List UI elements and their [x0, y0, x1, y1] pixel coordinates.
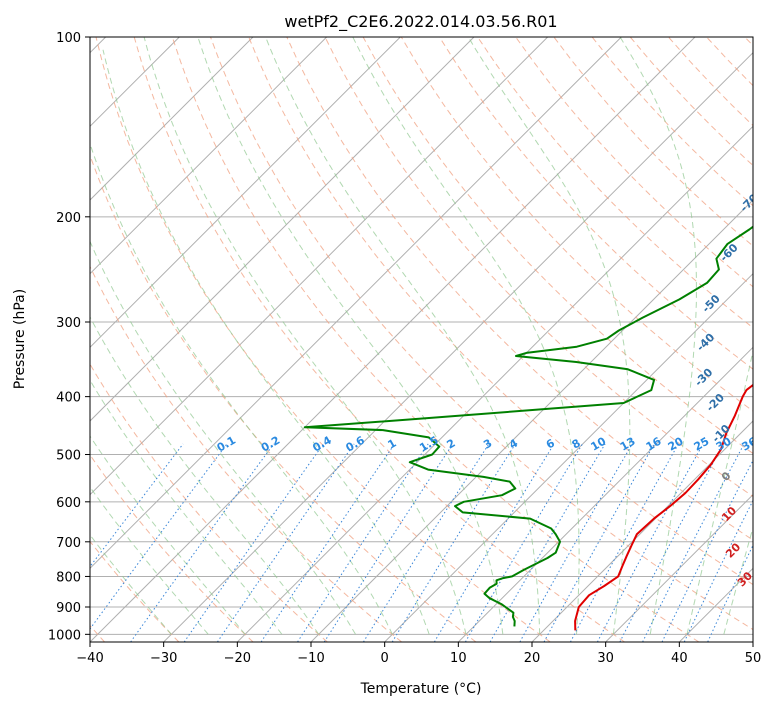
- moist-adiabat-line: [197, 37, 504, 635]
- x-tick-label: −40: [76, 651, 103, 666]
- x-tick-label: −10: [297, 651, 324, 666]
- dry-adiabat-line: [400, 37, 753, 412]
- moist-adiabat-line: [90, 142, 393, 635]
- moist-adiabat-line: [686, 348, 753, 635]
- mixing-ratio-line: [464, 443, 583, 642]
- background-lines: [90, 37, 753, 642]
- y-tick-label: 600: [56, 496, 81, 511]
- moist-adiabat-line: [90, 315, 320, 635]
- dry-adiabat-line: [362, 37, 753, 455]
- isotherm-line: [605, 493, 753, 642]
- mixing-ratio-line: [596, 443, 704, 642]
- moist-adiabat-line: [90, 435, 246, 635]
- moist-adiabat-line: [102, 49, 430, 635]
- x-tick-label: −30: [150, 651, 177, 666]
- mixing-ratio-line: [707, 544, 753, 642]
- moist-adiabat-line: [723, 525, 753, 635]
- mixing-ratio-line: [391, 443, 516, 642]
- isotherm-line: [90, 37, 696, 642]
- dry-adiabat-line: [210, 37, 753, 631]
- dry-adiabat-line: [90, 363, 328, 642]
- x-tick-label: 20: [524, 651, 541, 666]
- x-tick-label: 40: [671, 651, 688, 666]
- isotherm-line: [310, 199, 753, 642]
- moist-adiabat-line: [619, 37, 697, 635]
- y-tick-label: 400: [56, 391, 81, 406]
- moist-adiabat-line: [143, 37, 467, 635]
- y-tick-label: 700: [56, 536, 81, 551]
- isotherm-line: [90, 37, 622, 570]
- plot-frame: [89, 36, 754, 643]
- chart-title: wetPf2_C2E6.2022.014.03.56.R01: [284, 12, 557, 32]
- isotherm-line: [90, 37, 549, 496]
- x-tick-label: 30: [597, 651, 614, 666]
- isotherm-line: [90, 37, 328, 275]
- x-tick-label: 10: [450, 651, 467, 666]
- isotherm-line: [90, 37, 475, 422]
- mixing-ratio-line: [683, 499, 753, 642]
- y-tick-label: 100: [56, 31, 81, 46]
- y-tick-label: 800: [56, 570, 81, 585]
- isotherm-line: [90, 37, 401, 349]
- y-tick-label: 900: [56, 601, 81, 616]
- mixing-ratio-line: [183, 443, 324, 642]
- mixing-ratio-line: [433, 443, 555, 642]
- mixing-ratio-line: [323, 443, 454, 642]
- isotherm-line: [163, 51, 753, 642]
- dry-adiabat-line: [133, 37, 625, 642]
- x-axis: −40 −30 −20 −10 0 10 20 30 40 50: [76, 642, 761, 666]
- dry-adiabat-line: [171, 37, 700, 642]
- isotherm-line: [384, 272, 753, 642]
- mixing-ratio-line: [362, 443, 490, 642]
- y-tick-label: 300: [56, 316, 81, 331]
- y-axis: 100 200 300 400 500 600 700 800 900 1000: [48, 31, 90, 643]
- y-tick-label: 200: [56, 211, 81, 226]
- isotherm-line: [90, 37, 254, 201]
- dry-adiabat-line: [438, 37, 753, 370]
- y-axis-label: Pressure (hPa): [12, 289, 28, 389]
- x-tick-label: −20: [224, 651, 251, 666]
- dry-adiabat-line: [90, 453, 254, 642]
- dry-adiabat-line: [324, 37, 753, 498]
- y-tick-label: 1000: [48, 628, 81, 643]
- dry-adiabat-line: [515, 37, 753, 288]
- mixing-ratio-line: [297, 443, 429, 642]
- moist-adiabat-line: [352, 37, 580, 635]
- dry-adiabat-line: [90, 153, 477, 642]
- profile-line-1: [303, 225, 753, 627]
- moist-adiabat-line: [90, 379, 283, 635]
- moist-adiabat-line: [265, 37, 541, 635]
- moist-adiabat-line: [467, 37, 631, 635]
- x-tick-label: 50: [745, 651, 762, 666]
- mixing-ratio-line: [216, 443, 355, 642]
- mixing-ratio-line: [489, 443, 606, 642]
- dry-adiabat-line: [90, 265, 403, 642]
- x-axis-label: Temperature (°C): [360, 681, 482, 697]
- dry-adiabat-line: [248, 37, 753, 586]
- y-tick-label: 500: [56, 449, 81, 464]
- mixing-ratio-line: [519, 443, 633, 642]
- mixing-ratio-line: [130, 443, 275, 642]
- mixing-ratio-line: [90, 443, 184, 568]
- moist-adiabat-label: 40: [752, 596, 772, 616]
- mixing-ratio-label: 36: [739, 434, 759, 453]
- mixing-ratio-line: [260, 443, 396, 642]
- dry-adiabat-line: [477, 37, 753, 329]
- moist-adiabat-line: [90, 486, 209, 635]
- dry-adiabat-line: [286, 37, 753, 541]
- moist-adiabat-line: [90, 240, 356, 635]
- x-tick-label: 0: [381, 651, 389, 666]
